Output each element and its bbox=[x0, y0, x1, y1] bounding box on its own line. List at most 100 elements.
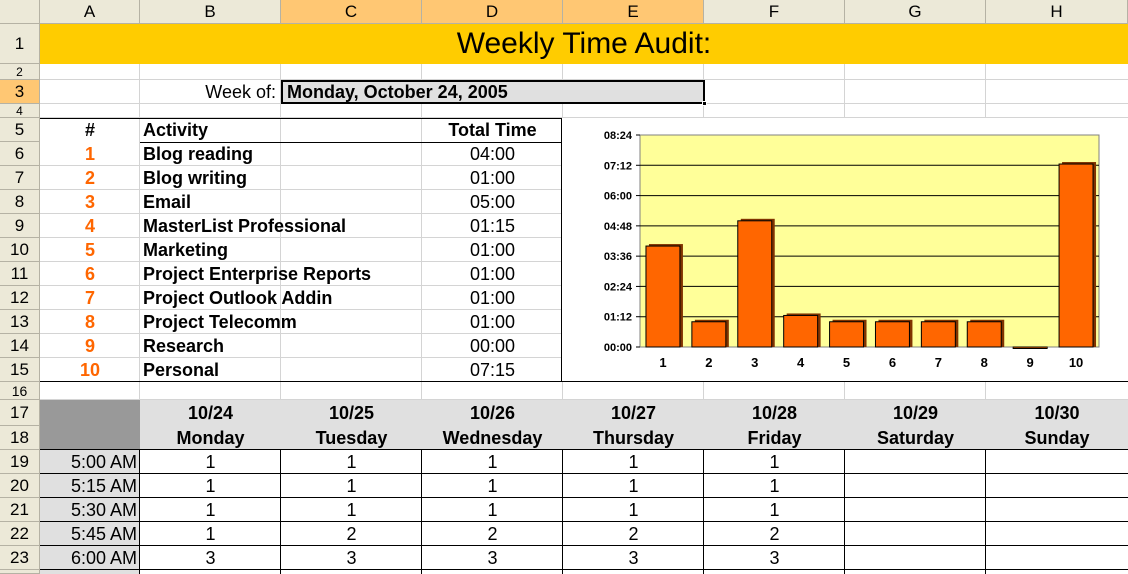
day-name-header[interactable]: Friday bbox=[747, 427, 802, 448]
time-slot-label[interactable]: 5:30 AM bbox=[70, 499, 137, 520]
activity-name[interactable]: Marketing bbox=[143, 239, 229, 260]
day-name-header[interactable]: Sunday bbox=[1024, 427, 1090, 448]
activity-name[interactable]: Research bbox=[143, 335, 225, 356]
bar[interactable] bbox=[691, 321, 727, 348]
activity-number[interactable]: 2 bbox=[84, 167, 95, 188]
activity-total[interactable]: 01:00 bbox=[469, 167, 516, 188]
schedule-cell[interactable] bbox=[845, 546, 986, 570]
column-header-c[interactable]: C bbox=[281, 0, 422, 24]
activity-name[interactable]: MasterList Professional bbox=[143, 215, 347, 236]
activity-total[interactable]: 01:00 bbox=[469, 311, 516, 332]
schedule-cell[interactable]: 3 bbox=[205, 547, 216, 568]
row-header-20[interactable]: 20 bbox=[0, 474, 40, 498]
schedule-cell[interactable]: 3 bbox=[769, 547, 780, 568]
bar[interactable] bbox=[920, 321, 956, 348]
schedule-cell[interactable] bbox=[845, 474, 986, 498]
activity-total[interactable]: 00:00 bbox=[469, 335, 516, 356]
schedule-cell[interactable]: 1 bbox=[346, 451, 357, 472]
schedule-cell[interactable]: 1 bbox=[346, 499, 357, 520]
time-slot-label[interactable]: 5:00 AM bbox=[70, 451, 137, 472]
chart-area[interactable]: 00:00 01:12 02:24 03:36 04:48 06:00 07:12 08:24… bbox=[563, 119, 1128, 381]
row-header-10[interactable]: 10 bbox=[0, 238, 40, 262]
row-header-6[interactable]: 6 bbox=[0, 142, 40, 166]
day-date-header[interactable]: 10/28 bbox=[751, 402, 798, 423]
plot-area[interactable] bbox=[639, 134, 1100, 348]
schedule-cell[interactable]: 1 bbox=[205, 523, 216, 544]
activity-total[interactable]: 07:15 bbox=[469, 359, 516, 380]
day-date-header[interactable]: 10/29 bbox=[892, 402, 939, 423]
row-header-1[interactable]: 1 bbox=[0, 24, 40, 64]
bar[interactable] bbox=[829, 321, 865, 348]
schedule-cell[interactable]: 1 bbox=[628, 475, 639, 496]
time-slot-label[interactable]: 6:00 AM bbox=[70, 547, 137, 568]
bar[interactable] bbox=[1058, 163, 1094, 348]
day-date-header[interactable]: 10/30 bbox=[1034, 402, 1080, 423]
day-date-header[interactable]: 10/24 bbox=[187, 402, 234, 423]
schedule-cell[interactable]: 1 bbox=[487, 499, 498, 520]
schedule-cell[interactable]: 1 bbox=[205, 499, 216, 520]
column-header-b[interactable]: B bbox=[140, 0, 281, 24]
bar[interactable] bbox=[966, 321, 1002, 348]
time-bar-chart[interactable]: 00:00 01:12 02:24 03:36 04:48 06:00 07:12 08:24… bbox=[563, 119, 1128, 381]
schedule-cell[interactable] bbox=[986, 474, 1128, 498]
bar[interactable] bbox=[737, 220, 773, 348]
day-date-header[interactable]: 10/27 bbox=[610, 402, 657, 423]
column-header-h[interactable]: H bbox=[986, 0, 1128, 24]
activity-number[interactable]: 5 bbox=[84, 239, 95, 260]
activity-name[interactable]: Project Enterprise Reports bbox=[143, 263, 372, 284]
row-header-8[interactable]: 8 bbox=[0, 190, 40, 214]
schedule-cell[interactable] bbox=[845, 450, 986, 474]
activity-total[interactable]: 04:00 bbox=[469, 143, 516, 164]
schedule-cell[interactable]: 3 bbox=[628, 547, 639, 568]
activity-number[interactable]: 6 bbox=[84, 263, 95, 284]
activity-name[interactable]: Project Telecomm bbox=[143, 311, 297, 332]
activity-total[interactable]: 05:00 bbox=[469, 191, 516, 212]
schedule-cell[interactable]: 1 bbox=[346, 475, 357, 496]
row-header-16[interactable]: 16 bbox=[0, 382, 40, 400]
activity-number[interactable]: 10 bbox=[79, 359, 101, 380]
row-header-17[interactable]: 17 bbox=[0, 400, 40, 426]
schedule-cell[interactable]: 2 bbox=[487, 523, 498, 544]
fill-handle[interactable] bbox=[702, 101, 707, 106]
schedule-cell[interactable] bbox=[986, 546, 1128, 570]
day-name-header[interactable]: Tuesday bbox=[315, 427, 388, 448]
schedule-cell[interactable]: 1 bbox=[769, 475, 780, 496]
row-header-9[interactable]: 9 bbox=[0, 214, 40, 238]
schedule-cell[interactable] bbox=[986, 522, 1128, 546]
activity-number[interactable]: 3 bbox=[84, 191, 95, 212]
day-name-header[interactable]: Thursday bbox=[592, 427, 675, 448]
column-header-d[interactable]: D bbox=[422, 0, 563, 24]
schedule-cell[interactable]: 3 bbox=[487, 547, 498, 568]
schedule-cell[interactable]: 1 bbox=[205, 475, 216, 496]
row-header-15[interactable]: 15 bbox=[0, 358, 40, 382]
schedule-cell[interactable]: 1 bbox=[769, 499, 780, 520]
row-header-21[interactable]: 21 bbox=[0, 498, 40, 522]
column-header-f[interactable]: F bbox=[704, 0, 845, 24]
schedule-cell[interactable] bbox=[845, 522, 986, 546]
time-slot-label[interactable]: 5:45 AM bbox=[70, 523, 137, 544]
bar[interactable] bbox=[645, 245, 681, 348]
schedule-cell[interactable]: 3 bbox=[346, 547, 357, 568]
schedule-cell[interactable]: 1 bbox=[205, 451, 216, 472]
activity-total[interactable]: 01:15 bbox=[469, 215, 516, 236]
schedule-cell[interactable]: 2 bbox=[346, 523, 357, 544]
bar[interactable] bbox=[783, 314, 819, 348]
day-name-header[interactable]: Monday bbox=[176, 427, 245, 448]
schedule-cell[interactable]: 1 bbox=[628, 499, 639, 520]
day-name-header[interactable]: Wednesday bbox=[442, 427, 543, 448]
row-header-11[interactable]: 11 bbox=[0, 262, 40, 286]
row-header-18[interactable]: 18 bbox=[0, 426, 40, 450]
day-name-header[interactable]: Saturday bbox=[876, 427, 955, 448]
activity-number[interactable]: 7 bbox=[84, 287, 95, 308]
time-slot-label[interactable]: 5:15 AM bbox=[70, 475, 137, 496]
activity-name[interactable]: Blog writing bbox=[143, 167, 247, 188]
schedule-cell[interactable] bbox=[986, 498, 1128, 522]
row-header-24[interactable] bbox=[0, 570, 40, 574]
column-header-g[interactable]: G bbox=[845, 0, 986, 24]
bar[interactable] bbox=[1012, 346, 1048, 349]
activity-number[interactable]: 8 bbox=[84, 311, 95, 332]
activity-name[interactable]: Personal bbox=[143, 359, 220, 380]
schedule-cell[interactable]: 2 bbox=[769, 523, 780, 544]
row-header-19[interactable]: 19 bbox=[0, 450, 40, 474]
activity-number[interactable]: 1 bbox=[84, 143, 95, 164]
